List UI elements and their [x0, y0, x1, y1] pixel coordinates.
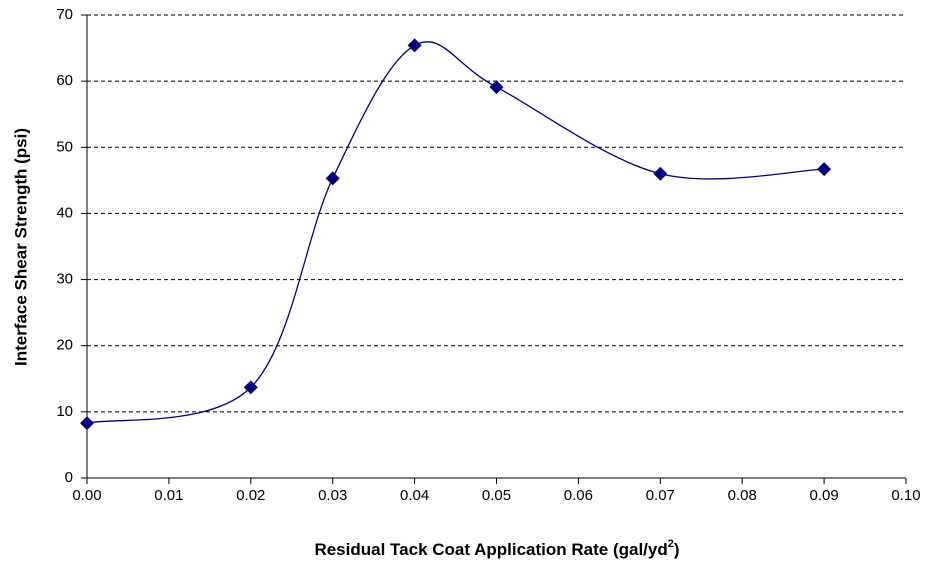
x-tick-label: 0.00	[72, 487, 101, 504]
x-tick-label: 0.09	[809, 487, 838, 504]
data-point	[489, 80, 504, 95]
data-point	[243, 380, 258, 395]
y-tick-label: 60	[56, 72, 73, 89]
y-tick-label: 10	[56, 403, 73, 420]
x-tick-label: 0.01	[154, 487, 183, 504]
y-tick-label: 30	[56, 271, 73, 288]
data-point	[653, 166, 668, 181]
data-point	[817, 162, 832, 177]
data-point	[325, 171, 340, 186]
x-axis-label-text: Residual Tack Coat Application Rate (gal…	[314, 540, 667, 559]
x-tick-label: 0.02	[236, 487, 265, 504]
data-point	[407, 38, 422, 53]
x-tick-label: 0.08	[728, 487, 757, 504]
x-axis-label: Residual Tack Coat Application Rate (gal…	[314, 538, 679, 560]
y-tick-label: 40	[56, 204, 73, 221]
y-tick-label: 70	[56, 6, 73, 23]
y-tick-label: 20	[56, 337, 73, 354]
x-tick-label: 0.06	[564, 487, 593, 504]
x-axis-label-superscript: 2	[668, 538, 674, 550]
x-tick-label: 0.05	[482, 487, 511, 504]
y-tick-label: 0	[65, 469, 73, 486]
y-tick-label: 50	[56, 138, 73, 155]
y-axis-label: Interface Shear Strength (psi)	[11, 128, 30, 366]
x-tick-label: 0.03	[318, 487, 347, 504]
x-tick-label: 0.10	[891, 487, 920, 504]
data-point	[80, 416, 94, 431]
x-tick-label: 0.07	[646, 487, 675, 504]
series-line	[86, 41, 825, 424]
x-tick-label: 0.04	[400, 487, 429, 504]
x-axis-label-suffix: )	[674, 540, 680, 559]
